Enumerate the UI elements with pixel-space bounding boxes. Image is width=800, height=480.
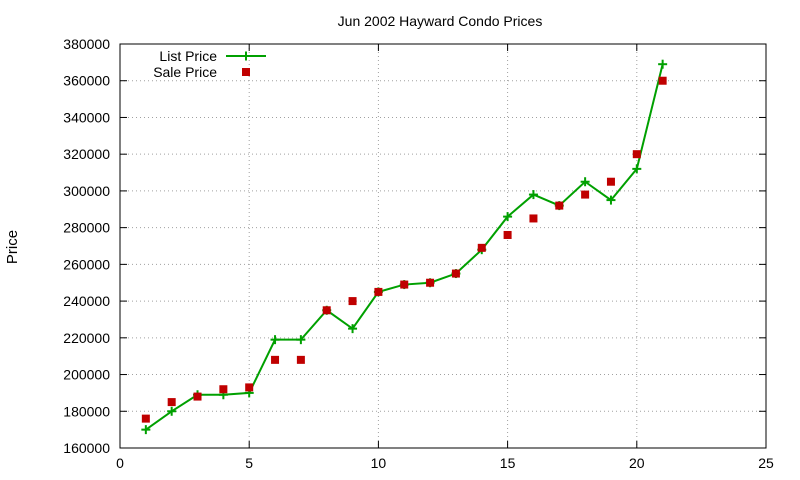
- plot-frame: [119, 43, 767, 449]
- data-point: [270, 335, 280, 345]
- data-point: [503, 230, 512, 239]
- data-point: [348, 324, 358, 334]
- data-point: [632, 150, 641, 159]
- data-point: [245, 383, 254, 392]
- legend-marker: [241, 51, 251, 61]
- y-tick-label: 360000: [63, 73, 110, 89]
- legend-label: Sale Price: [153, 64, 217, 80]
- data-point: [658, 59, 668, 69]
- series-list-price: [141, 59, 668, 435]
- series: [141, 59, 668, 435]
- data-point: [167, 406, 177, 416]
- data-point: [193, 392, 202, 401]
- y-axis-label: Price: [4, 230, 21, 264]
- x-tick-label: 10: [371, 455, 387, 471]
- y-tick-label: 340000: [63, 109, 110, 125]
- legend-entry: List Price: [159, 48, 266, 64]
- data-point: [271, 355, 280, 364]
- data-point: [606, 195, 616, 205]
- data-point: [348, 297, 357, 306]
- data-point: [374, 287, 383, 296]
- data-point: [529, 214, 538, 223]
- y-tick-label: 160000: [63, 440, 110, 456]
- y-tick-label: 320000: [63, 146, 110, 162]
- x-tick-label: 15: [500, 455, 516, 471]
- data-point: [503, 212, 513, 222]
- legend-marker: [242, 68, 250, 76]
- data-point: [296, 355, 305, 364]
- data-point: [141, 425, 151, 435]
- y-tick-label: 240000: [63, 293, 110, 309]
- y-tick-label: 220000: [63, 330, 110, 346]
- x-tick-label: 0: [116, 455, 124, 471]
- data-point: [581, 190, 590, 199]
- data-point: [167, 398, 176, 407]
- data-point: [528, 190, 538, 200]
- x-tick-label: 20: [629, 455, 645, 471]
- axis-ticks: 0 5 10 15 20 25 160000 180000 200000 220000 240000…: [63, 36, 774, 471]
- y-tick-label: 200000: [63, 367, 110, 383]
- data-point: [426, 278, 435, 287]
- chart-title: Jun 2002 Hayward Condo Prices: [338, 13, 543, 29]
- data-point: [555, 201, 564, 210]
- data-point: [632, 164, 642, 174]
- data-point: [606, 177, 615, 186]
- data-point: [477, 243, 486, 252]
- data-point: [322, 306, 331, 315]
- data-point: [451, 269, 460, 278]
- x-tick-label: 5: [245, 455, 253, 471]
- series-sale-price: [141, 76, 667, 423]
- y-tick-label: 300000: [63, 183, 110, 199]
- grid: [120, 44, 766, 448]
- data-point: [219, 385, 228, 394]
- legend-label: List Price: [159, 48, 217, 64]
- y-tick-label: 180000: [63, 403, 110, 419]
- data-point: [400, 280, 409, 289]
- data-point: [580, 177, 590, 187]
- y-tick-label: 260000: [63, 256, 110, 272]
- y-tick-label: 280000: [63, 220, 110, 236]
- data-point: [141, 414, 150, 423]
- y-tick-label: 380000: [63, 36, 110, 52]
- data-point: [658, 76, 667, 85]
- data-point: [296, 335, 306, 345]
- legend-entry: Sale Price: [153, 64, 250, 80]
- x-tick-label: 25: [758, 455, 774, 471]
